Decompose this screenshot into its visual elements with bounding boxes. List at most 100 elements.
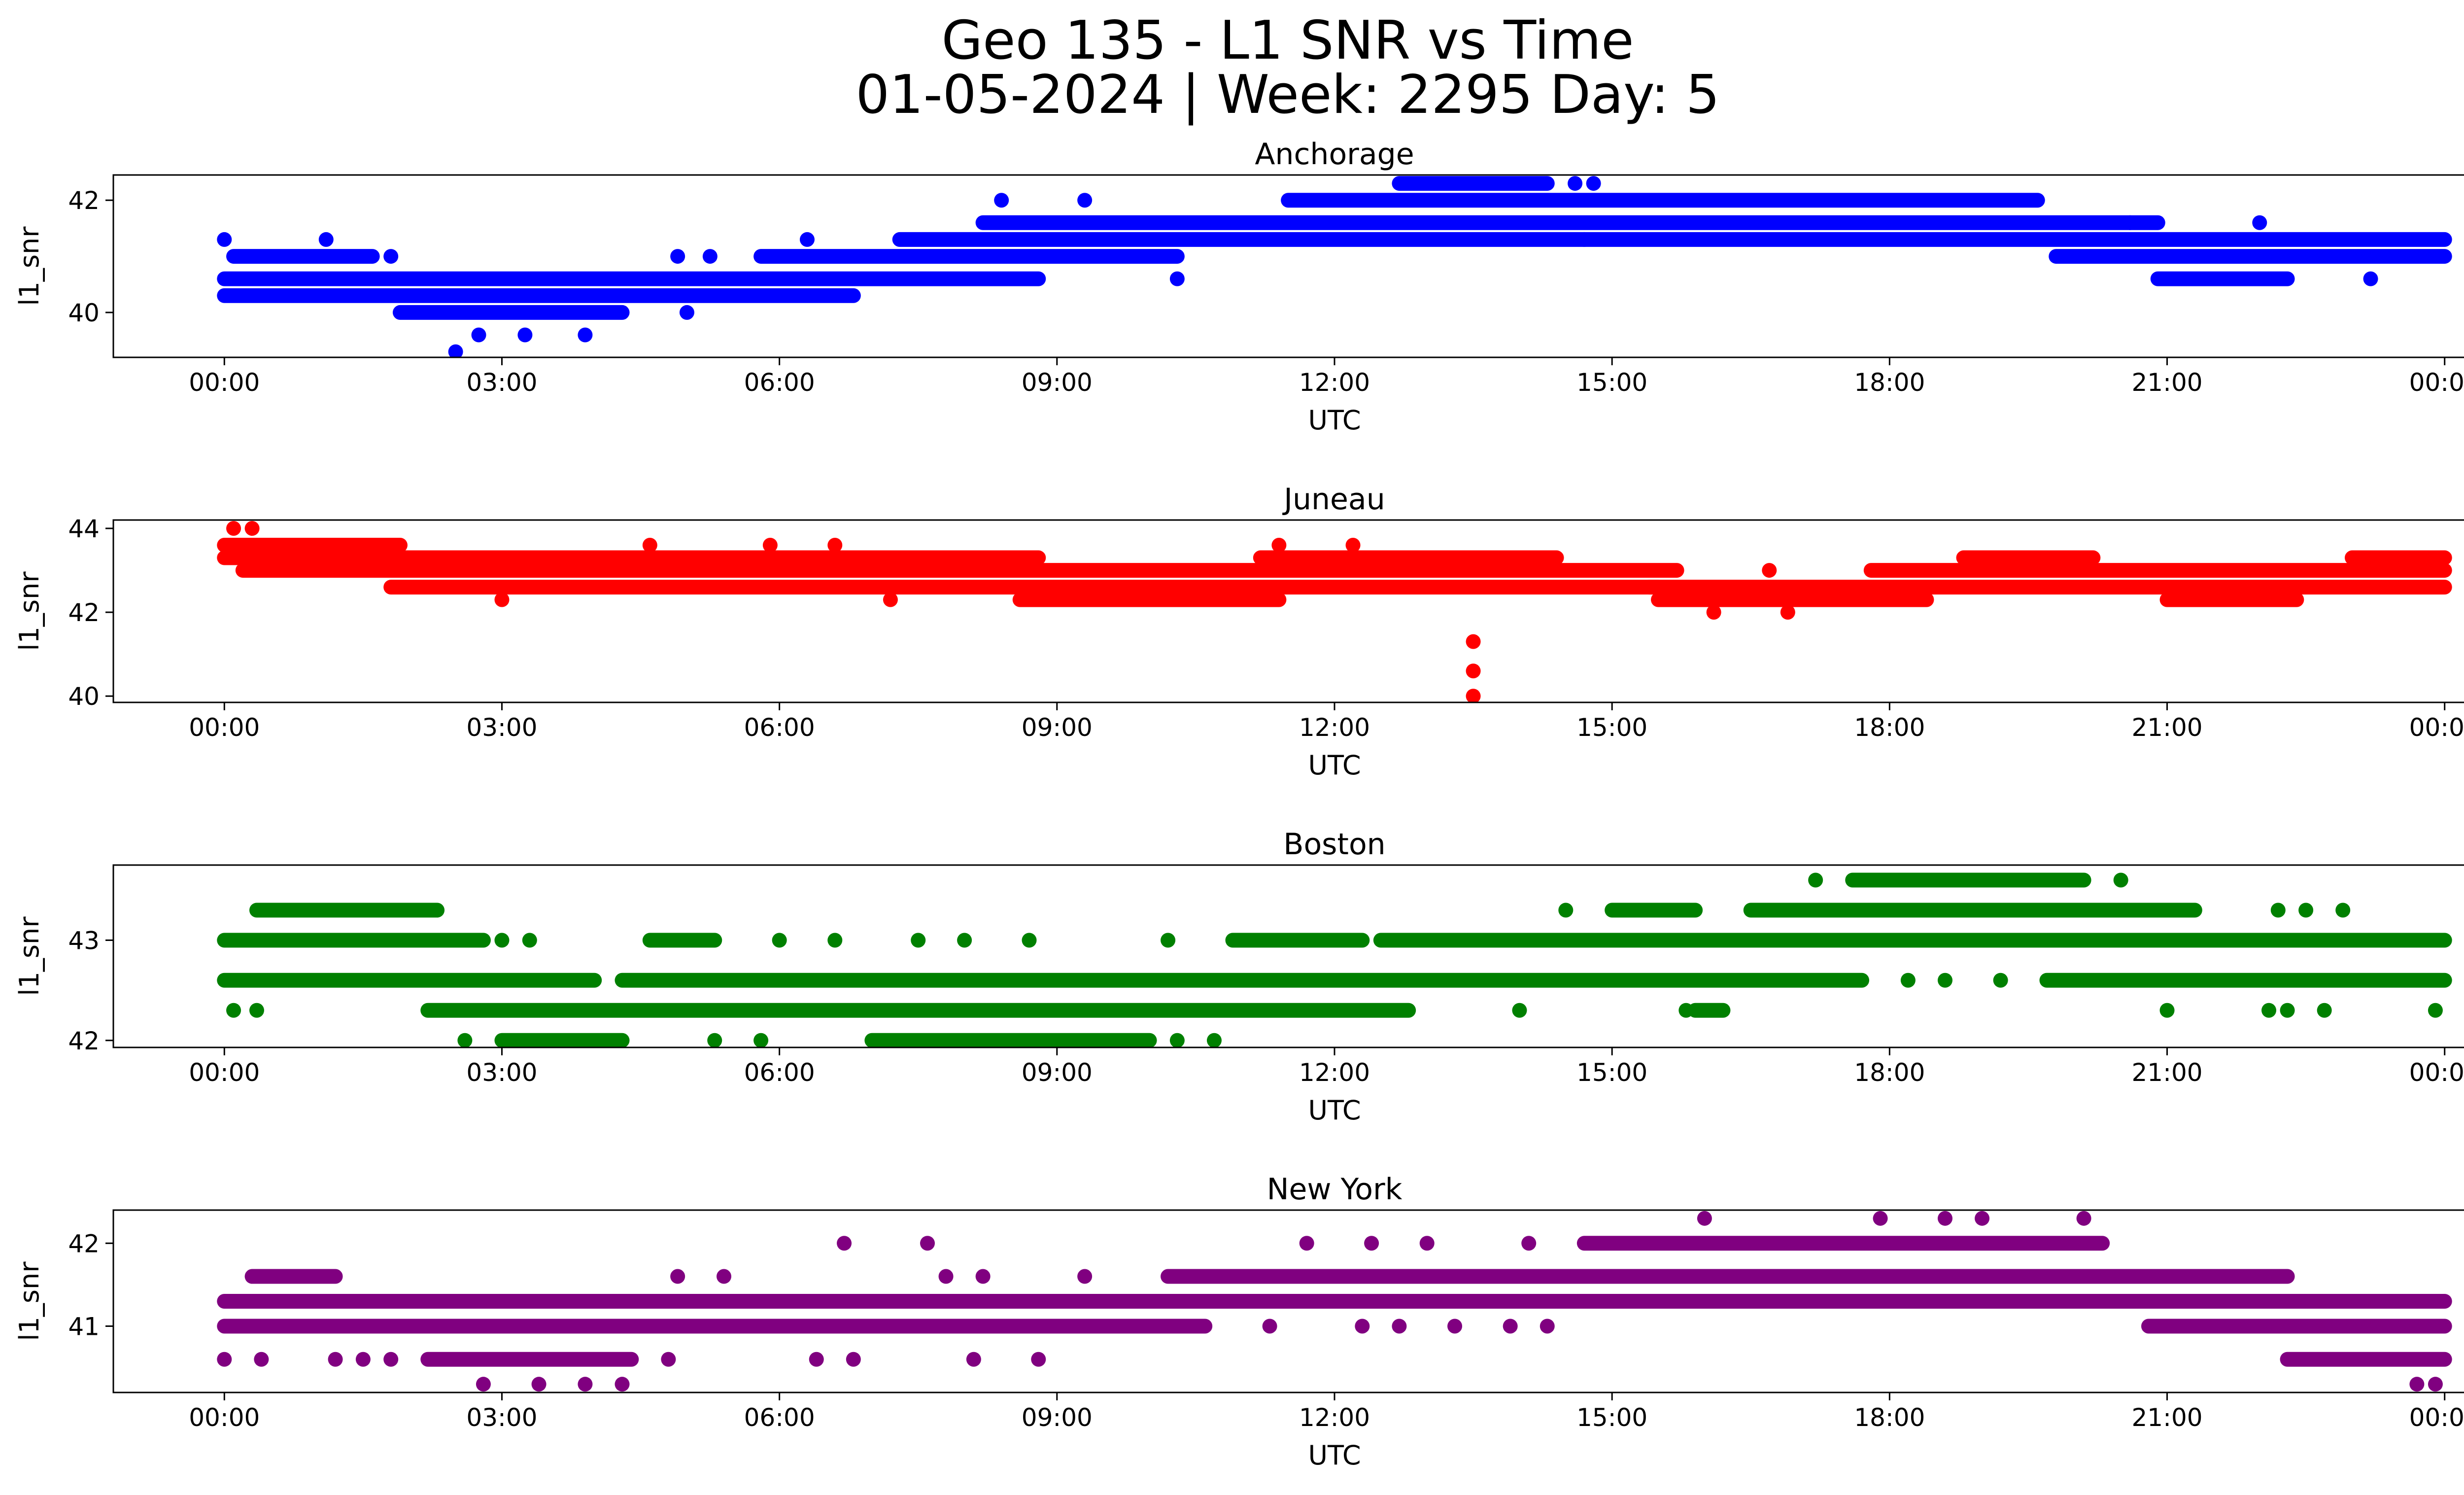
scatter-point bbox=[670, 1269, 685, 1284]
scatter-point bbox=[1022, 933, 1037, 948]
scatter-point bbox=[1206, 1033, 1222, 1047]
scatter-point bbox=[476, 1377, 491, 1392]
scatter-point bbox=[2261, 1003, 2277, 1018]
scatter-point bbox=[809, 1352, 824, 1367]
scatter-point bbox=[1503, 1319, 1518, 1334]
chart-title-line-1: Geo 135 - L1 SNR vs Time bbox=[941, 10, 1634, 71]
scatter-point bbox=[217, 232, 232, 247]
x-tick-label: 09:00 bbox=[1022, 1058, 1093, 1087]
scatter-point bbox=[457, 1033, 473, 1047]
x-axis-label: UTC bbox=[1308, 1095, 1361, 1126]
scatter-point bbox=[957, 933, 972, 948]
scatter-point bbox=[762, 538, 778, 553]
data-marks bbox=[217, 1211, 2452, 1392]
y-tick-label: 42 bbox=[68, 598, 100, 627]
scatter-point bbox=[707, 1033, 722, 1047]
subplot-title: New York bbox=[1267, 1172, 1403, 1207]
scatter-point bbox=[226, 521, 241, 536]
scatter-point bbox=[615, 1377, 630, 1392]
scatter-point bbox=[2363, 550, 2378, 565]
x-axis-label: UTC bbox=[1308, 1440, 1361, 1471]
scatter-point bbox=[920, 1236, 935, 1251]
x-tick-label: 12:00 bbox=[1299, 1403, 1370, 1432]
scatter-point bbox=[772, 933, 787, 948]
scatter-point bbox=[702, 249, 718, 264]
scatter-point bbox=[1900, 973, 1916, 988]
x-tick-label: 00:00 bbox=[189, 1058, 260, 1087]
scatter-point bbox=[1576, 232, 1592, 247]
x-tick-label: 00:00 bbox=[2409, 368, 2464, 397]
scatter-point bbox=[2317, 1003, 2332, 1018]
scatter-point bbox=[2363, 271, 2378, 286]
scatter-point bbox=[1345, 538, 1361, 553]
x-tick-label: 12:00 bbox=[1299, 1058, 1370, 1087]
scatter-point bbox=[494, 933, 510, 948]
x-tick-label: 12:00 bbox=[1299, 713, 1370, 742]
scatter-point bbox=[1364, 1236, 1379, 1251]
scatter-point bbox=[2252, 215, 2267, 230]
scatter-point bbox=[717, 1269, 731, 1284]
scatter-point bbox=[2335, 903, 2351, 918]
x-tick-label: 09:00 bbox=[1022, 1403, 1093, 1432]
subplot-juneau: Juneau 00:00 03:00 06:00 09:00 12:00 15:00 18:0… bbox=[14, 482, 2464, 781]
scatter-point bbox=[1780, 605, 1795, 620]
scatter-point bbox=[1762, 563, 1777, 578]
subplot-title: Anchorage bbox=[1255, 137, 1414, 172]
scatter-point bbox=[217, 1352, 232, 1367]
scatter-point bbox=[827, 933, 843, 948]
scatter-point bbox=[1419, 1236, 1435, 1251]
scatter-point bbox=[578, 1377, 593, 1392]
x-tick-label: 18:00 bbox=[1854, 1403, 1925, 1432]
scatter-point bbox=[1706, 605, 1721, 620]
scatter-point bbox=[1299, 1236, 1314, 1251]
scatter-point bbox=[1586, 176, 1601, 191]
scatter-point bbox=[1161, 933, 1176, 948]
scatter-point bbox=[2076, 1211, 2091, 1226]
scatter-point bbox=[1938, 973, 1952, 988]
scatter-point bbox=[254, 1352, 269, 1367]
data-marks bbox=[217, 872, 2452, 1047]
y-tick-label: 40 bbox=[68, 682, 100, 711]
scatter-point bbox=[1678, 1003, 1694, 1018]
y-tick-label: 43 bbox=[68, 926, 100, 955]
x-axis-label: UTC bbox=[1308, 405, 1361, 436]
scatter-point bbox=[531, 1377, 547, 1392]
scatter-point bbox=[661, 1352, 676, 1367]
scatter-point bbox=[679, 305, 694, 320]
scatter-point bbox=[1077, 193, 1093, 208]
x-tick-label: 09:00 bbox=[1022, 368, 1093, 397]
x-tick-label: 15:00 bbox=[1576, 713, 1647, 742]
scatter-point bbox=[448, 344, 463, 357]
scatter-point bbox=[1392, 1319, 1407, 1334]
x-tick-label: 06:00 bbox=[744, 368, 815, 397]
scatter-point bbox=[2428, 1377, 2443, 1392]
x-tick-label: 18:00 bbox=[1854, 713, 1925, 742]
scatter-point bbox=[2409, 1377, 2425, 1392]
subplot-boston: Boston 00:00 03:00 06:00 09:00 12:00 15:00 18:0… bbox=[14, 827, 2464, 1126]
x-tick-label: 15:00 bbox=[1576, 1403, 1647, 1432]
scatter-point bbox=[1697, 1211, 1712, 1226]
scatter-point bbox=[827, 538, 843, 553]
scatter-point bbox=[1466, 663, 1481, 679]
scatter-point bbox=[2113, 872, 2128, 888]
scatter-point bbox=[355, 1352, 371, 1367]
subplot-title: Juneau bbox=[1282, 482, 1385, 517]
x-tick-label: 21:00 bbox=[2131, 1403, 2202, 1432]
x-tick-label: 15:00 bbox=[1576, 368, 1647, 397]
scatter-point bbox=[471, 327, 486, 343]
x-tick-label: 00:00 bbox=[189, 368, 260, 397]
scatter-point bbox=[1993, 973, 2008, 988]
scatter-point bbox=[2428, 1003, 2443, 1018]
x-tick-label: 03:00 bbox=[466, 1058, 537, 1087]
scatter-point bbox=[994, 193, 1009, 208]
y-axis-label: l1_snr bbox=[14, 226, 45, 306]
data-marks bbox=[217, 521, 2452, 702]
x-tick-label: 00:00 bbox=[189, 1403, 260, 1432]
y-tick-label: 44 bbox=[68, 515, 100, 543]
scatter-point bbox=[328, 1352, 343, 1367]
y-axis-label: l1_snr bbox=[14, 571, 45, 651]
scatter-point bbox=[517, 327, 533, 343]
x-tick-label: 15:00 bbox=[1576, 1058, 1647, 1087]
scatter-point bbox=[966, 1352, 981, 1367]
